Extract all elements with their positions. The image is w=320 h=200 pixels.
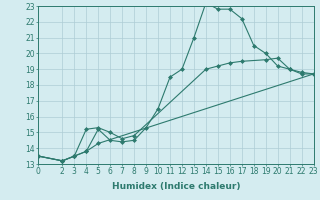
X-axis label: Humidex (Indice chaleur): Humidex (Indice chaleur) (112, 182, 240, 191)
